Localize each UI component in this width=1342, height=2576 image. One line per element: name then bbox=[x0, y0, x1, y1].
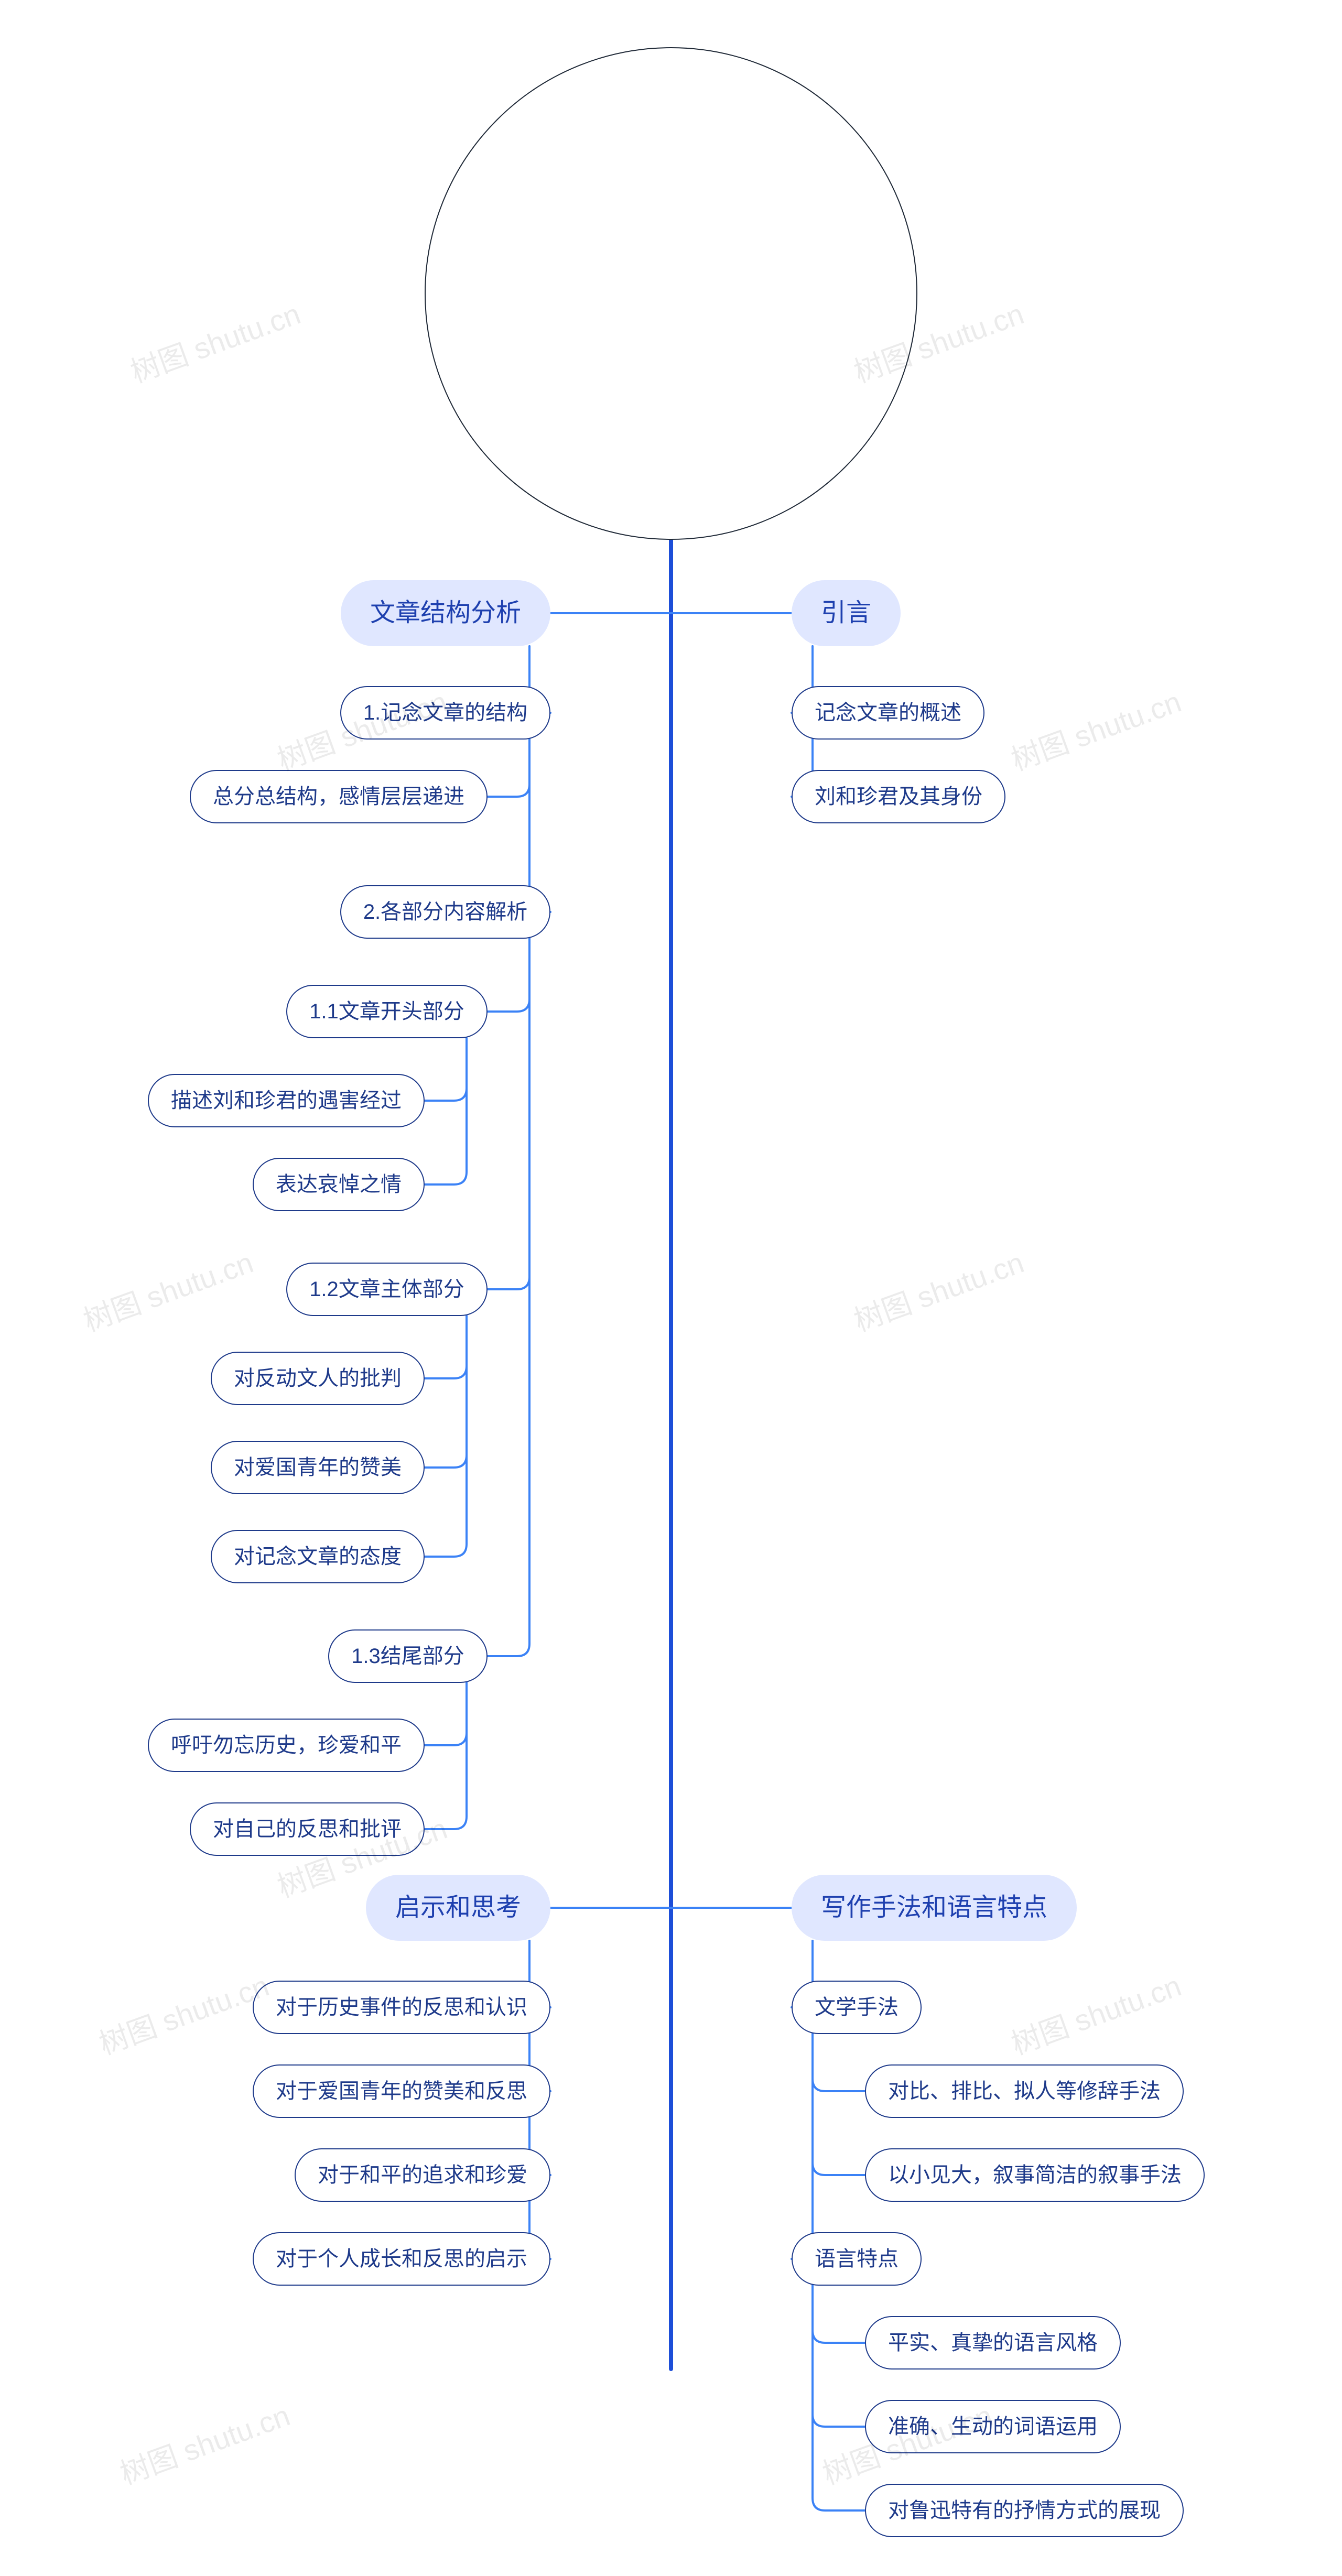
sub-node-s21a[interactable]: 描述刘和珍君的遇害经过 bbox=[148, 1074, 425, 1127]
sub-node-w1[interactable]: 文学手法 bbox=[792, 1981, 922, 2034]
sub-node-s1a[interactable]: 总分总结构，感情层层递进 bbox=[190, 770, 488, 823]
node-label: 对于历史事件的反思和认识 bbox=[276, 1997, 527, 2018]
node-label: 对鲁迅特有的抒情方式的展现 bbox=[888, 2500, 1161, 2521]
sub-node-w2b[interactable]: 准确、生动的词语运用 bbox=[865, 2400, 1121, 2453]
watermark: 树图 shutu.cn bbox=[77, 1239, 258, 1340]
main-node-m_style[interactable]: 写作手法和语言特点 bbox=[792, 1875, 1077, 1941]
sub-node-t3[interactable]: 对于和平的追求和珍爱 bbox=[295, 2148, 550, 2202]
node-label: 记念文章的概述 bbox=[815, 702, 961, 723]
sub-node-s22b[interactable]: 对爱国青年的赞美 bbox=[211, 1441, 425, 1494]
sub-node-w2[interactable]: 语言特点 bbox=[792, 2232, 922, 2286]
node-label: 1.3结尾部分 bbox=[351, 1646, 464, 1667]
watermark: 树图 shutu.cn bbox=[124, 290, 306, 391]
node-label: 平实、真挚的语言风格 bbox=[888, 2332, 1098, 2353]
node-label: 启示和思考 bbox=[395, 1895, 521, 1920]
node-label: 2.各部分内容解析 bbox=[363, 901, 527, 922]
sub-node-s22c[interactable]: 对记念文章的态度 bbox=[211, 1530, 425, 1583]
node-label: 对于爱国青年的赞美和反思 bbox=[276, 2081, 527, 2102]
main-node-m_struct[interactable]: 文章结构分析 bbox=[341, 580, 550, 646]
sub-node-t2[interactable]: 对于爱国青年的赞美和反思 bbox=[253, 2064, 550, 2118]
node-label: 对于和平的追求和珍爱 bbox=[318, 2165, 527, 2186]
main-node-m_think[interactable]: 启示和思考 bbox=[366, 1875, 550, 1941]
node-label: 文章结构分析 bbox=[370, 601, 521, 626]
watermark: 树图 shutu.cn bbox=[92, 1962, 274, 2063]
sub-node-i2[interactable]: 刘和珍君及其身份 bbox=[792, 770, 1005, 823]
node-label: 对自己的反思和批评 bbox=[213, 1819, 402, 1840]
node-label: 刘和珍君及其身份 bbox=[815, 786, 982, 807]
node-label: 表达哀悼之情 bbox=[276, 1174, 402, 1195]
sub-node-t4[interactable]: 对于个人成长和反思的启示 bbox=[253, 2232, 550, 2286]
sub-node-t1[interactable]: 对于历史事件的反思和认识 bbox=[253, 1981, 550, 2034]
node-label: 写作手法和语言特点 bbox=[821, 1895, 1047, 1920]
watermark: 树图 shutu.cn bbox=[113, 2392, 295, 2493]
sub-node-s22a[interactable]: 对反动文人的批判 bbox=[211, 1352, 425, 1405]
sub-node-w2c[interactable]: 对鲁迅特有的抒情方式的展现 bbox=[865, 2484, 1184, 2537]
main-node-m_intro[interactable]: 引言 bbox=[792, 580, 901, 646]
watermark: 树图 shutu.cn bbox=[1004, 678, 1186, 779]
sub-node-s21b[interactable]: 表达哀悼之情 bbox=[253, 1158, 425, 1211]
node-label: 对比、排比、拟人等修辞手法 bbox=[888, 2081, 1161, 2102]
sub-node-w1a[interactable]: 对比、排比、拟人等修辞手法 bbox=[865, 2064, 1184, 2118]
node-label: 语言特点 bbox=[815, 2248, 899, 2269]
node-label: 总分总结构，感情层层递进 bbox=[213, 786, 464, 807]
sub-node-s21[interactable]: 1.1文章开头部分 bbox=[286, 985, 488, 1038]
watermark: 树图 shutu.cn bbox=[1004, 1962, 1186, 2063]
sub-node-s23b[interactable]: 对自己的反思和批评 bbox=[190, 1802, 425, 1856]
mindmap-canvas: 文章结构分析 引言启示和思考 写作手法和语言特点 记念文章的概述刘和珍君及其身份 1.记… bbox=[0, 0, 1342, 2576]
node-label: 对于个人成长和反思的启示 bbox=[276, 2248, 527, 2269]
node-label: 呼吁勿忘历史，珍爱和平 bbox=[171, 1735, 402, 1756]
sub-node-s2[interactable]: 2.各部分内容解析 bbox=[340, 885, 550, 939]
sub-node-w2a[interactable]: 平实、真挚的语言风格 bbox=[865, 2316, 1121, 2370]
sub-node-w1b[interactable]: 以小见大，叙事简洁的叙事手法 bbox=[865, 2148, 1205, 2202]
sub-node-s23[interactable]: 1.3结尾部分 bbox=[328, 1629, 488, 1683]
node-label: 以小见大，叙事简洁的叙事手法 bbox=[888, 2165, 1182, 2186]
root-node bbox=[425, 47, 917, 540]
sub-node-s1[interactable]: 1.记念文章的结构 bbox=[340, 686, 550, 740]
node-label: 准确、生动的词语运用 bbox=[888, 2416, 1098, 2437]
node-label: 1.2文章主体部分 bbox=[309, 1279, 464, 1300]
watermark: 树图 shutu.cn bbox=[847, 1239, 1029, 1340]
sub-node-s22[interactable]: 1.2文章主体部分 bbox=[286, 1263, 488, 1316]
node-label: 1.记念文章的结构 bbox=[363, 702, 527, 723]
node-label: 1.1文章开头部分 bbox=[309, 1001, 464, 1022]
node-label: 描述刘和珍君的遇害经过 bbox=[171, 1090, 402, 1111]
node-label: 文学手法 bbox=[815, 1997, 899, 2018]
sub-node-s23a[interactable]: 呼吁勿忘历史，珍爱和平 bbox=[148, 1719, 425, 1772]
sub-node-i1[interactable]: 记念文章的概述 bbox=[792, 686, 984, 740]
node-label: 引言 bbox=[821, 601, 871, 626]
node-label: 对记念文章的态度 bbox=[234, 1546, 402, 1567]
node-label: 对反动文人的批判 bbox=[234, 1368, 402, 1389]
node-label: 对爱国青年的赞美 bbox=[234, 1457, 402, 1478]
